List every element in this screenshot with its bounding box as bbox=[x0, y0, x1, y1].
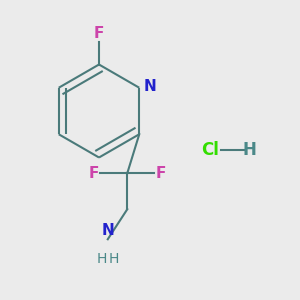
Text: H: H bbox=[242, 141, 256, 159]
Text: F: F bbox=[94, 26, 104, 40]
Text: N: N bbox=[101, 223, 114, 238]
Text: N: N bbox=[144, 79, 157, 94]
Text: F: F bbox=[156, 166, 166, 181]
Text: F: F bbox=[88, 166, 99, 181]
Text: H: H bbox=[109, 252, 119, 266]
Text: H: H bbox=[97, 252, 107, 266]
Text: Cl: Cl bbox=[201, 141, 219, 159]
